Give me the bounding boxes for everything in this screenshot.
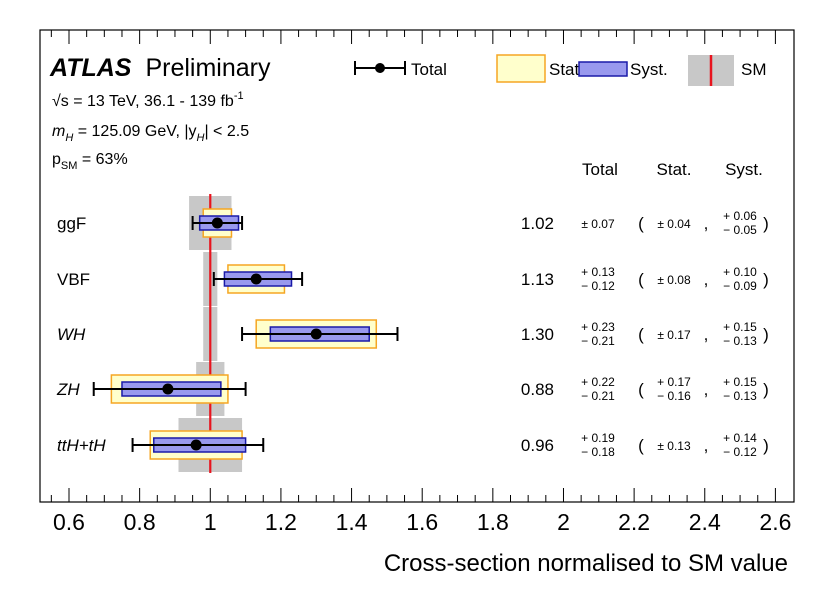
x-tick-label: 2.6 bbox=[759, 509, 791, 535]
legend-syst-label: Syst. bbox=[630, 60, 668, 79]
comma: , bbox=[704, 214, 709, 233]
row-label: ttH+tH bbox=[57, 436, 106, 455]
stat-unc-up: + 0.17 bbox=[657, 375, 691, 389]
x-tick-label: 2.4 bbox=[689, 509, 721, 535]
stat-unc-down: − 0.16 bbox=[657, 389, 691, 403]
row-label: WH bbox=[57, 325, 86, 344]
title-bold: ATLAS bbox=[49, 54, 132, 82]
close-paren: ) bbox=[763, 270, 769, 289]
stat-unc-sym: ± 0.04 bbox=[657, 217, 691, 231]
legend-stat-swatch bbox=[496, 54, 546, 83]
syst-unc-down: − 0.05 bbox=[723, 223, 757, 237]
total-unc-down: − 0.21 bbox=[581, 389, 615, 403]
legend-total-label: Total bbox=[411, 60, 447, 79]
syst-unc-down: − 0.12 bbox=[723, 445, 757, 459]
central-value-point bbox=[190, 439, 202, 451]
column-header-stat: Stat. bbox=[657, 160, 692, 179]
syst-unc-up: + 0.15 bbox=[723, 320, 757, 334]
total-unc-down: − 0.18 bbox=[581, 445, 615, 459]
total-unc-up: + 0.23 bbox=[581, 320, 615, 334]
stat-unc-sym: ± 0.08 bbox=[657, 273, 691, 287]
row-label: ZH bbox=[56, 380, 80, 399]
central-value-point bbox=[211, 217, 223, 229]
comma: , bbox=[704, 380, 709, 399]
central-value-point bbox=[162, 383, 174, 395]
total-unc-up: + 0.13 bbox=[581, 265, 615, 279]
syst-unc-down: − 0.13 bbox=[723, 389, 757, 403]
row-ggf: ggF 1.02 ± 0.07 ( ± 0.04, + 0.06− 0.05) bbox=[57, 208, 769, 238]
open-paren: ( bbox=[638, 325, 644, 344]
syst-unc-down: − 0.13 bbox=[723, 334, 757, 348]
x-tick-label: 1.8 bbox=[477, 509, 509, 535]
row-wh: WH 1.30 + 0.23− 0.21 ( ± 0.17, + 0.15− 0.13) bbox=[57, 319, 769, 349]
x-tick-label: 2 bbox=[557, 509, 570, 535]
title-rest: Preliminary bbox=[145, 54, 271, 82]
comma: , bbox=[704, 325, 709, 344]
open-paren: ( bbox=[638, 270, 644, 289]
syst-unc-down: − 0.09 bbox=[723, 279, 757, 293]
central-value-point bbox=[250, 273, 262, 285]
x-tick-label: 1.2 bbox=[265, 509, 297, 535]
legend: Total Stat. Syst. SM bbox=[354, 54, 767, 86]
stat-unc-sym: ± 0.13 bbox=[657, 439, 691, 453]
column-header-total: Total bbox=[582, 160, 618, 179]
annotation-mass: mH = 125.09 GeV, |yH| < 2.5 bbox=[52, 123, 249, 144]
x-tick-label: 0.8 bbox=[124, 509, 156, 535]
total-unc-sym: ± 0.07 bbox=[581, 217, 615, 231]
row-zh: ZH 0.88 + 0.22− 0.21 ( + 0.17− 0.16, + 0.15− … bbox=[56, 374, 769, 404]
column-header-syst: Syst. bbox=[725, 160, 763, 179]
row-label: ggF bbox=[57, 214, 86, 233]
measurement-rows: ggF 1.02 ± 0.07 ( ± 0.04, + 0.06− 0.05) VBF 1.1… bbox=[56, 208, 769, 460]
total-unc-up: + 0.22 bbox=[581, 375, 615, 389]
comma: , bbox=[704, 436, 709, 455]
x-tick-label: 1.4 bbox=[336, 509, 368, 535]
syst-unc-up: + 0.15 bbox=[723, 375, 757, 389]
open-paren: ( bbox=[638, 214, 644, 233]
annotation-psm: pSM = 63% bbox=[52, 151, 128, 172]
value-label: 0.96 bbox=[521, 436, 554, 455]
stat-unc-sym: ± 0.17 bbox=[657, 328, 691, 342]
row-label: VBF bbox=[57, 270, 90, 289]
x-axis-title: Cross-section normalised to SM value bbox=[384, 550, 788, 577]
x-tick-label: 1.6 bbox=[406, 509, 438, 535]
open-paren: ( bbox=[638, 380, 644, 399]
row-vbf: VBF 1.13 + 0.13− 0.12 ( ± 0.08, + 0.10− 0.09) bbox=[57, 264, 769, 294]
close-paren: ) bbox=[763, 325, 769, 344]
total-unc-down: − 0.21 bbox=[581, 334, 615, 348]
open-paren: ( bbox=[638, 436, 644, 455]
syst-unc-up: + 0.10 bbox=[723, 265, 757, 279]
legend-sm-label: SM bbox=[741, 60, 767, 79]
syst-unc-up: + 0.06 bbox=[723, 209, 757, 223]
plot-frame bbox=[39, 29, 795, 503]
x-axis: 0.6 0.8 1 1.2 1.4 1.6 1.8 2 2.2 2.4 2.6 bbox=[50, 30, 791, 535]
x-tick-label: 0.6 bbox=[53, 509, 85, 535]
comma: , bbox=[704, 270, 709, 289]
close-paren: ) bbox=[763, 214, 769, 233]
legend-syst-swatch bbox=[578, 61, 628, 77]
value-label: 1.13 bbox=[521, 270, 554, 289]
legend-stat-label: Stat. bbox=[549, 60, 584, 79]
close-paren: ) bbox=[763, 436, 769, 455]
central-value-point bbox=[310, 328, 322, 340]
total-unc-down: − 0.12 bbox=[581, 279, 615, 293]
annotation-energy: √s = 13 TeV, 36.1 - 139 fb-1 bbox=[52, 90, 244, 110]
x-tick-label: 1 bbox=[204, 509, 217, 535]
syst-unc-up: + 0.14 bbox=[723, 431, 757, 445]
value-label: 0.88 bbox=[521, 380, 554, 399]
chart-title: ATLAS Preliminary bbox=[49, 54, 271, 82]
value-label: 1.30 bbox=[521, 325, 554, 344]
x-tick-label: 2.2 bbox=[618, 509, 650, 535]
total-unc-up: + 0.19 bbox=[581, 431, 615, 445]
row-tthth: ttH+tH 0.96 + 0.19− 0.18 ( ± 0.13, + 0.14− 0.… bbox=[57, 430, 769, 460]
close-paren: ) bbox=[763, 380, 769, 399]
legend-total-icon bbox=[354, 61, 406, 75]
value-label: 1.02 bbox=[521, 214, 554, 233]
